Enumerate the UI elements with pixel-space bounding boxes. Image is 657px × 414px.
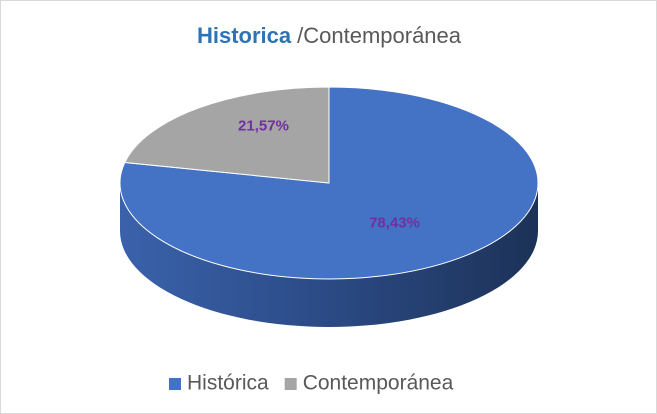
data-label: 21,57% — [238, 117, 289, 134]
slice — [119, 86, 539, 280]
title-suffix: /Contemporánea — [297, 23, 462, 48]
data-label: 78,43% — [369, 215, 420, 232]
slice — [124, 86, 330, 184]
legend: Histórica Contemporánea — [169, 372, 454, 395]
slice-side — [120, 183, 538, 327]
chart-title: Historica/Contemporánea — [197, 23, 462, 48]
legend-label: Contemporánea — [303, 372, 454, 395]
title-main: Historica — [197, 23, 292, 48]
legend-swatch — [169, 378, 181, 390]
legend-swatch — [284, 378, 297, 390]
legend-label: Histórica — [187, 372, 269, 395]
pie: 78,43% 21,57% — [119, 86, 539, 327]
